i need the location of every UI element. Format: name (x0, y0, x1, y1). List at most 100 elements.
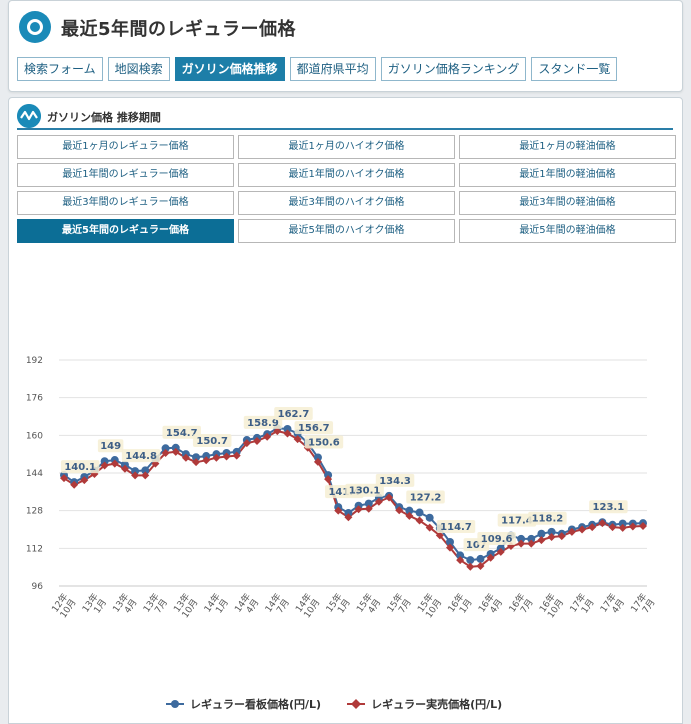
data-point-circle (425, 513, 434, 522)
period-1m-diesel[interactable]: 最近1ヶ月の軽油価格 (459, 135, 676, 159)
data-point-diamond (354, 505, 363, 514)
data-label-bg (589, 500, 628, 514)
data-point-diamond (151, 459, 160, 468)
data-point-circle (161, 444, 170, 453)
tab-price-ranking[interactable]: ガソリン価格ランキング (380, 57, 527, 81)
data-point-diamond (608, 523, 617, 532)
period-1y-diesel[interactable]: 最近1年間の軽油価格 (459, 163, 676, 187)
data-point-diamond (435, 531, 444, 540)
data-point-diamond (639, 521, 647, 530)
data-point-diamond (324, 475, 333, 484)
data-label-bg (497, 513, 537, 527)
data-label-bg (375, 473, 415, 487)
y-tick-label: 112 (26, 544, 43, 554)
period-1m-highoctane[interactable]: 最近1ヶ月のハイオク価格 (238, 135, 455, 159)
data-label: 123.1 (593, 502, 625, 513)
data-point-diamond (385, 493, 394, 502)
data-point-diamond (171, 447, 180, 456)
data-label-bg (121, 449, 161, 463)
data-point-diamond (283, 429, 292, 438)
data-point-diamond (395, 506, 404, 515)
data-label: 130.1 (349, 486, 381, 497)
period-1y-highoctane[interactable]: 最近1年間のハイオク価格 (238, 163, 455, 187)
series-line-2 (63, 430, 644, 568)
logo-icon (19, 11, 51, 43)
legend-item-actual[interactable]: レギュラー実売価格(円/L) (347, 696, 502, 712)
trend-wave-icon (17, 104, 41, 128)
data-point-circle (171, 443, 180, 452)
legend-item-signboard[interactable]: レギュラー看板価格(円/L) (166, 696, 321, 712)
data-point-circle (131, 467, 140, 476)
data-point-diamond (242, 439, 251, 448)
trend-panel: ガソリン価格 推移期間 最近1ヶ月のレギュラー価格 最近1ヶ月のハイオク価格 最… (8, 97, 683, 724)
data-point-circle (517, 534, 526, 543)
period-5y-regular[interactable]: 最近5年間のレギュラー価格 (17, 219, 234, 243)
data-point-diamond (618, 523, 627, 532)
data-point-diamond (70, 480, 79, 489)
period-3y-regular[interactable]: 最近3年間のレギュラー価格 (17, 191, 234, 215)
data-label: 107 (466, 540, 487, 551)
tab-map-search[interactable]: 地図検索 (107, 57, 170, 81)
data-point-diamond (496, 547, 505, 556)
data-point-circle (446, 537, 454, 546)
tab-prefecture-average[interactable]: 都道府県平均 (289, 57, 376, 81)
data-point-circle (120, 460, 129, 469)
data-point-circle (313, 453, 322, 462)
data-point-diamond (120, 464, 129, 473)
data-point-diamond (90, 469, 99, 478)
data-point-circle (547, 527, 556, 536)
data-label-bg (528, 511, 567, 525)
y-tick-label: 144 (26, 469, 43, 479)
data-point-diamond (110, 459, 119, 468)
data-point-diamond (598, 519, 607, 528)
legend-circle-marker-icon (166, 700, 184, 708)
data-point-diamond (364, 504, 373, 513)
data-point-diamond (100, 461, 109, 470)
chart-legend: レギュラー看板価格(円/L) レギュラー実売価格(円/L) (166, 696, 502, 712)
data-point-diamond (425, 523, 434, 532)
data-point-diamond (628, 522, 637, 531)
data-point-circle (415, 508, 424, 517)
data-point-diamond (344, 513, 353, 522)
data-point-circle (202, 452, 211, 461)
data-point-diamond (131, 471, 140, 480)
period-selector: 最近1ヶ月のレギュラー価格 最近1ヶ月のハイオク価格 最近1ヶ月の軽油価格 最近… (17, 135, 676, 243)
period-1m-regular[interactable]: 最近1ヶ月のレギュラー価格 (17, 135, 234, 159)
data-point-diamond (476, 561, 485, 570)
page-title: 最近5年間のレギュラー価格 (61, 19, 297, 40)
data-label-bg (243, 415, 283, 429)
data-point-circle (324, 471, 333, 480)
data-point-diamond (506, 541, 515, 550)
data-label-bg (60, 460, 100, 474)
data-label: 162.7 (278, 409, 310, 420)
data-label: 114.7 (440, 522, 472, 533)
data-label: 140.1 (64, 462, 96, 473)
period-1y-regular[interactable]: 最近1年間のレギュラー価格 (17, 163, 234, 187)
y-tick-label: 192 (26, 356, 43, 366)
tab-price-trend[interactable]: ガソリン価格推移 (174, 57, 285, 81)
legend-label-actual: レギュラー実売価格(円/L) (371, 698, 503, 711)
data-point-diamond (334, 506, 343, 515)
data-label-bg (97, 439, 124, 453)
panel-title: ガソリン価格 推移期間 (47, 111, 161, 124)
period-5y-highoctane[interactable]: 最近5年間のハイオク価格 (238, 219, 455, 243)
period-3y-diesel[interactable]: 最近3年間の軽油価格 (459, 191, 676, 215)
data-point-circle (100, 457, 109, 466)
tab-station-list[interactable]: スタンド一覧 (531, 57, 618, 81)
period-3y-highoctane[interactable]: 最近3年間のハイオク価格 (238, 191, 455, 215)
tab-search-form[interactable]: 検索フォーム (17, 57, 103, 81)
period-5y-diesel[interactable]: 最近5年間の軽油価格 (459, 219, 676, 243)
data-point-diamond (415, 516, 424, 525)
